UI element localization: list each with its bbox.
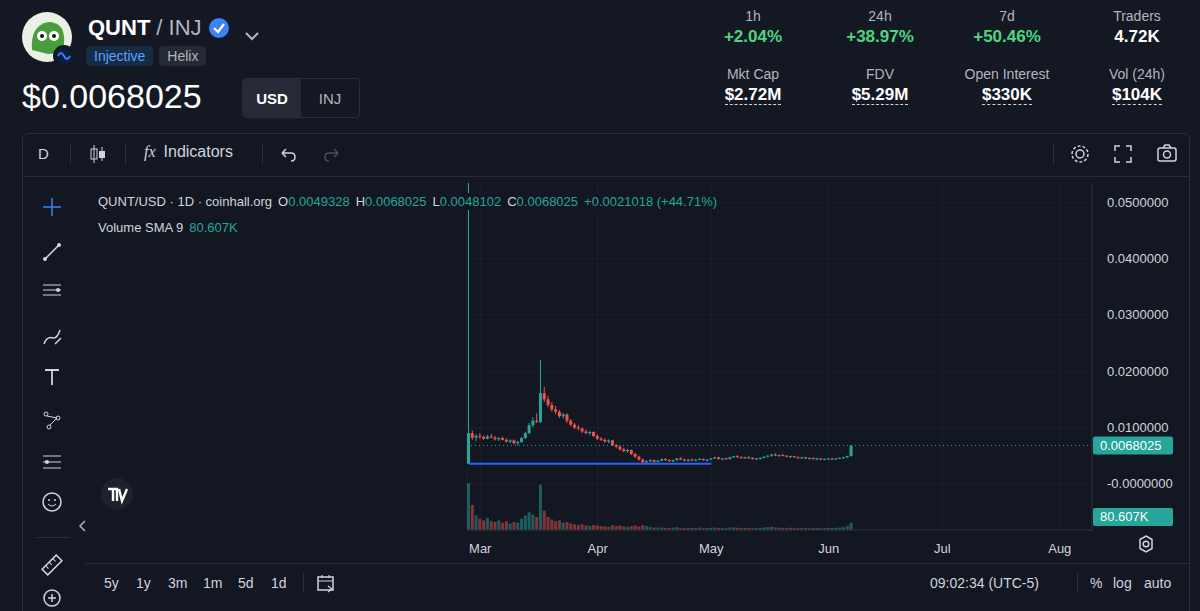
svg-text:Aug: Aug xyxy=(1048,541,1071,556)
html-text:$104K: $104K xyxy=(1111,85,1162,104)
html-text:QUNT / INJ: QUNT / INJ xyxy=(88,15,202,40)
html-text:+2.04%: +2.04% xyxy=(723,27,783,46)
html-text:7d: 7d xyxy=(999,8,1015,24)
html-text:1y: 1y xyxy=(136,575,151,591)
html-text:1d: 1d xyxy=(271,575,287,591)
html-text:Mkt Cap: Mkt Cap xyxy=(726,66,780,82)
html-text:$5.29M: $5.29M xyxy=(851,85,909,104)
html-text:4.72K: 4.72K xyxy=(1114,27,1160,46)
svg-text:0.0300000: 0.0300000 xyxy=(1107,307,1168,322)
html-text:USD: USD xyxy=(256,89,288,107)
html-text:Helix: Helix xyxy=(167,48,199,64)
html-text:+38.97%: +38.97% xyxy=(846,27,914,46)
html-text:FDV: FDV xyxy=(866,66,894,82)
html-text:auto: auto xyxy=(1144,575,1172,591)
html-text:$330K: $330K xyxy=(981,85,1032,104)
svg-text:0.0500000: 0.0500000 xyxy=(1107,195,1168,210)
svg-text:0.0100000: 0.0100000 xyxy=(1107,420,1168,435)
svg-text:Mar: Mar xyxy=(469,541,492,556)
svg-text:0.0400000: 0.0400000 xyxy=(1107,251,1168,266)
html-text:Traders: Traders xyxy=(1113,8,1161,24)
html-text:QUNT/USD · 1D · coinhall.org O: QUNT/USD · 1D · coinhall.org O 0.0049328… xyxy=(98,194,718,209)
svg-text:Jun: Jun xyxy=(818,541,839,556)
html-text:fx: fx xyxy=(144,143,156,160)
html-text:5y: 5y xyxy=(104,575,119,591)
html-text:Injective: Injective xyxy=(94,48,146,64)
html-text:D: D xyxy=(38,145,49,162)
svg-text:80.607K: 80.607K xyxy=(1100,509,1149,524)
html-text:1m: 1m xyxy=(203,575,223,591)
html-text:Open Interest: Open Interest xyxy=(964,66,1050,82)
html-text:5d: 5d xyxy=(238,575,254,591)
html-text:Vol (24h): Vol (24h) xyxy=(1109,66,1165,82)
html-text:09:02:34 (UTC-5): 09:02:34 (UTC-5) xyxy=(930,575,1039,591)
html-text:3m: 3m xyxy=(168,575,188,591)
html-text:INJ: INJ xyxy=(318,89,342,107)
html-text:log: log xyxy=(1113,575,1132,591)
html-text:+50.46%: +50.46% xyxy=(973,27,1041,46)
html-text:$2.72M: $2.72M xyxy=(724,85,782,104)
html-text:24h: 24h xyxy=(868,8,892,24)
html-text:1h: 1h xyxy=(745,8,761,24)
svg-text:May: May xyxy=(699,541,724,556)
html-text:$0.0068025: $0.0068025 xyxy=(22,77,202,115)
svg-text:0.0068025: 0.0068025 xyxy=(1100,438,1161,453)
svg-text:Jul: Jul xyxy=(934,541,951,556)
svg-text:Apr: Apr xyxy=(588,541,609,556)
svg-text:0.0200000: 0.0200000 xyxy=(1107,364,1168,379)
svg-text:-0.0000000: -0.0000000 xyxy=(1107,476,1173,491)
html-text:Indicators: Indicators xyxy=(163,143,233,160)
html-text:Volume SMA 9 80.607K: Volume SMA 9 80.607K xyxy=(98,220,238,235)
